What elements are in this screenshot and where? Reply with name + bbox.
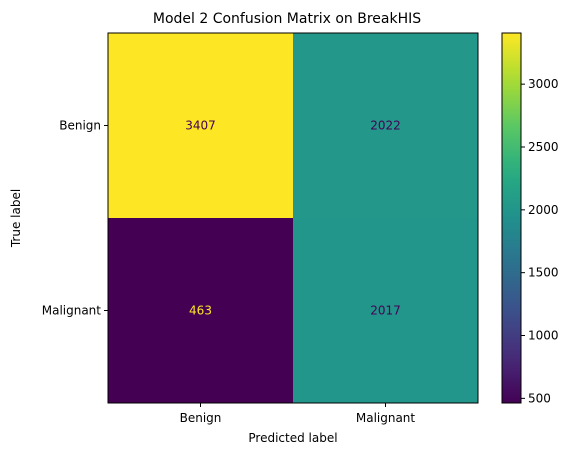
x-axis-label: Predicted label (248, 431, 337, 445)
colorbar-tick-label: 1000 (528, 329, 559, 343)
cell-value-label: 2017 (370, 304, 401, 318)
heatmap-cell (293, 218, 478, 403)
x-tick-label: Malignant (356, 411, 416, 425)
cell-value-label: 2022 (370, 119, 401, 133)
y-tick-label: Benign (59, 119, 101, 133)
colorbar (501, 32, 522, 404)
y-tick-label: Malignant (42, 304, 102, 318)
colorbar-tick-label: 500 (528, 391, 551, 405)
heatmap-cell (293, 33, 478, 218)
colorbar-tick-label: 3000 (528, 77, 559, 91)
colorbar-tick-label: 2500 (528, 140, 559, 154)
cell-value-label: 3407 (185, 119, 216, 133)
y-axis-label: True label (9, 189, 23, 248)
chart-title: Model 2 Confusion Matrix on BreakHIS (153, 11, 421, 27)
x-tick-label: Benign (180, 411, 222, 425)
cell-value-label: 463 (189, 304, 212, 318)
heatmap-cell (108, 218, 293, 403)
heatmap-cell (108, 33, 293, 218)
colorbar-tick-label: 2000 (528, 203, 559, 217)
colorbar-tick-label: 1500 (528, 266, 559, 280)
plot-frame (107, 32, 479, 404)
